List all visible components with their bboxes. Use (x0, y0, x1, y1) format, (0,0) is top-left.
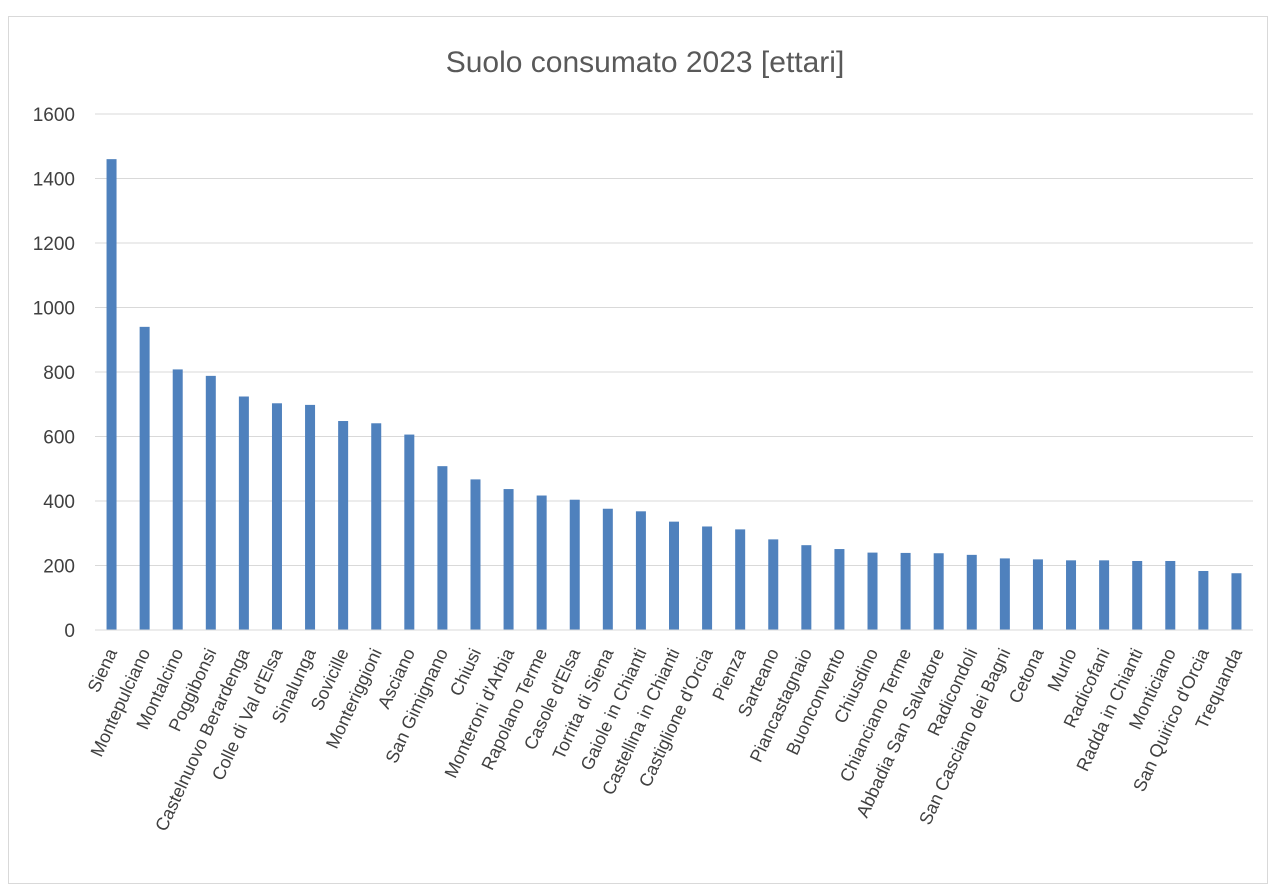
bar (503, 489, 514, 630)
bar (999, 558, 1010, 630)
bar (602, 508, 613, 630)
bar (1066, 560, 1077, 630)
y-tick-label: 1200 (33, 234, 75, 255)
bar (172, 369, 183, 630)
bars (106, 159, 1242, 630)
bar (1132, 560, 1143, 630)
bar (106, 159, 117, 630)
bar (305, 404, 316, 630)
bar (768, 539, 779, 630)
y-tick-label: 600 (43, 428, 75, 449)
bar (834, 549, 845, 630)
x-axis-labels: SienaMontepulcianoMontalcinoPoggibonsiCa… (84, 644, 1247, 834)
bar (536, 495, 547, 630)
bar (635, 511, 646, 630)
bar (1032, 559, 1043, 630)
y-tick-label: 1000 (33, 299, 75, 320)
bar (867, 552, 878, 630)
y-tick-label: 200 (43, 557, 75, 578)
bar (1099, 560, 1110, 630)
bar (1165, 560, 1176, 630)
bar (569, 499, 580, 630)
bar (669, 521, 679, 630)
bar (735, 529, 746, 630)
gridlines (95, 113, 1253, 566)
chart-title: Suolo consumato 2023 [ettari] (446, 46, 845, 79)
bar (238, 396, 249, 630)
y-axis-ticks: 0 200 400 600 800 1000 1200 1400 1600 (33, 105, 75, 642)
bar (470, 479, 481, 630)
bar (437, 466, 448, 630)
bar (404, 434, 415, 630)
bar (371, 423, 382, 630)
bar (1231, 573, 1242, 630)
bar (933, 553, 944, 630)
y-tick-label: 1600 (33, 105, 75, 126)
y-tick-label: 1400 (33, 170, 75, 191)
bar (338, 421, 349, 630)
bar (271, 403, 282, 630)
y-tick-label: 800 (43, 363, 75, 384)
y-tick-label: 0 (64, 621, 75, 642)
bar (801, 545, 812, 630)
bar (900, 552, 911, 630)
bar (205, 375, 216, 630)
bar (702, 526, 713, 630)
chart-border (8, 16, 1268, 884)
bar (966, 554, 977, 630)
y-tick-label: 400 (43, 492, 75, 513)
bar (1198, 570, 1209, 630)
bar (139, 326, 150, 630)
